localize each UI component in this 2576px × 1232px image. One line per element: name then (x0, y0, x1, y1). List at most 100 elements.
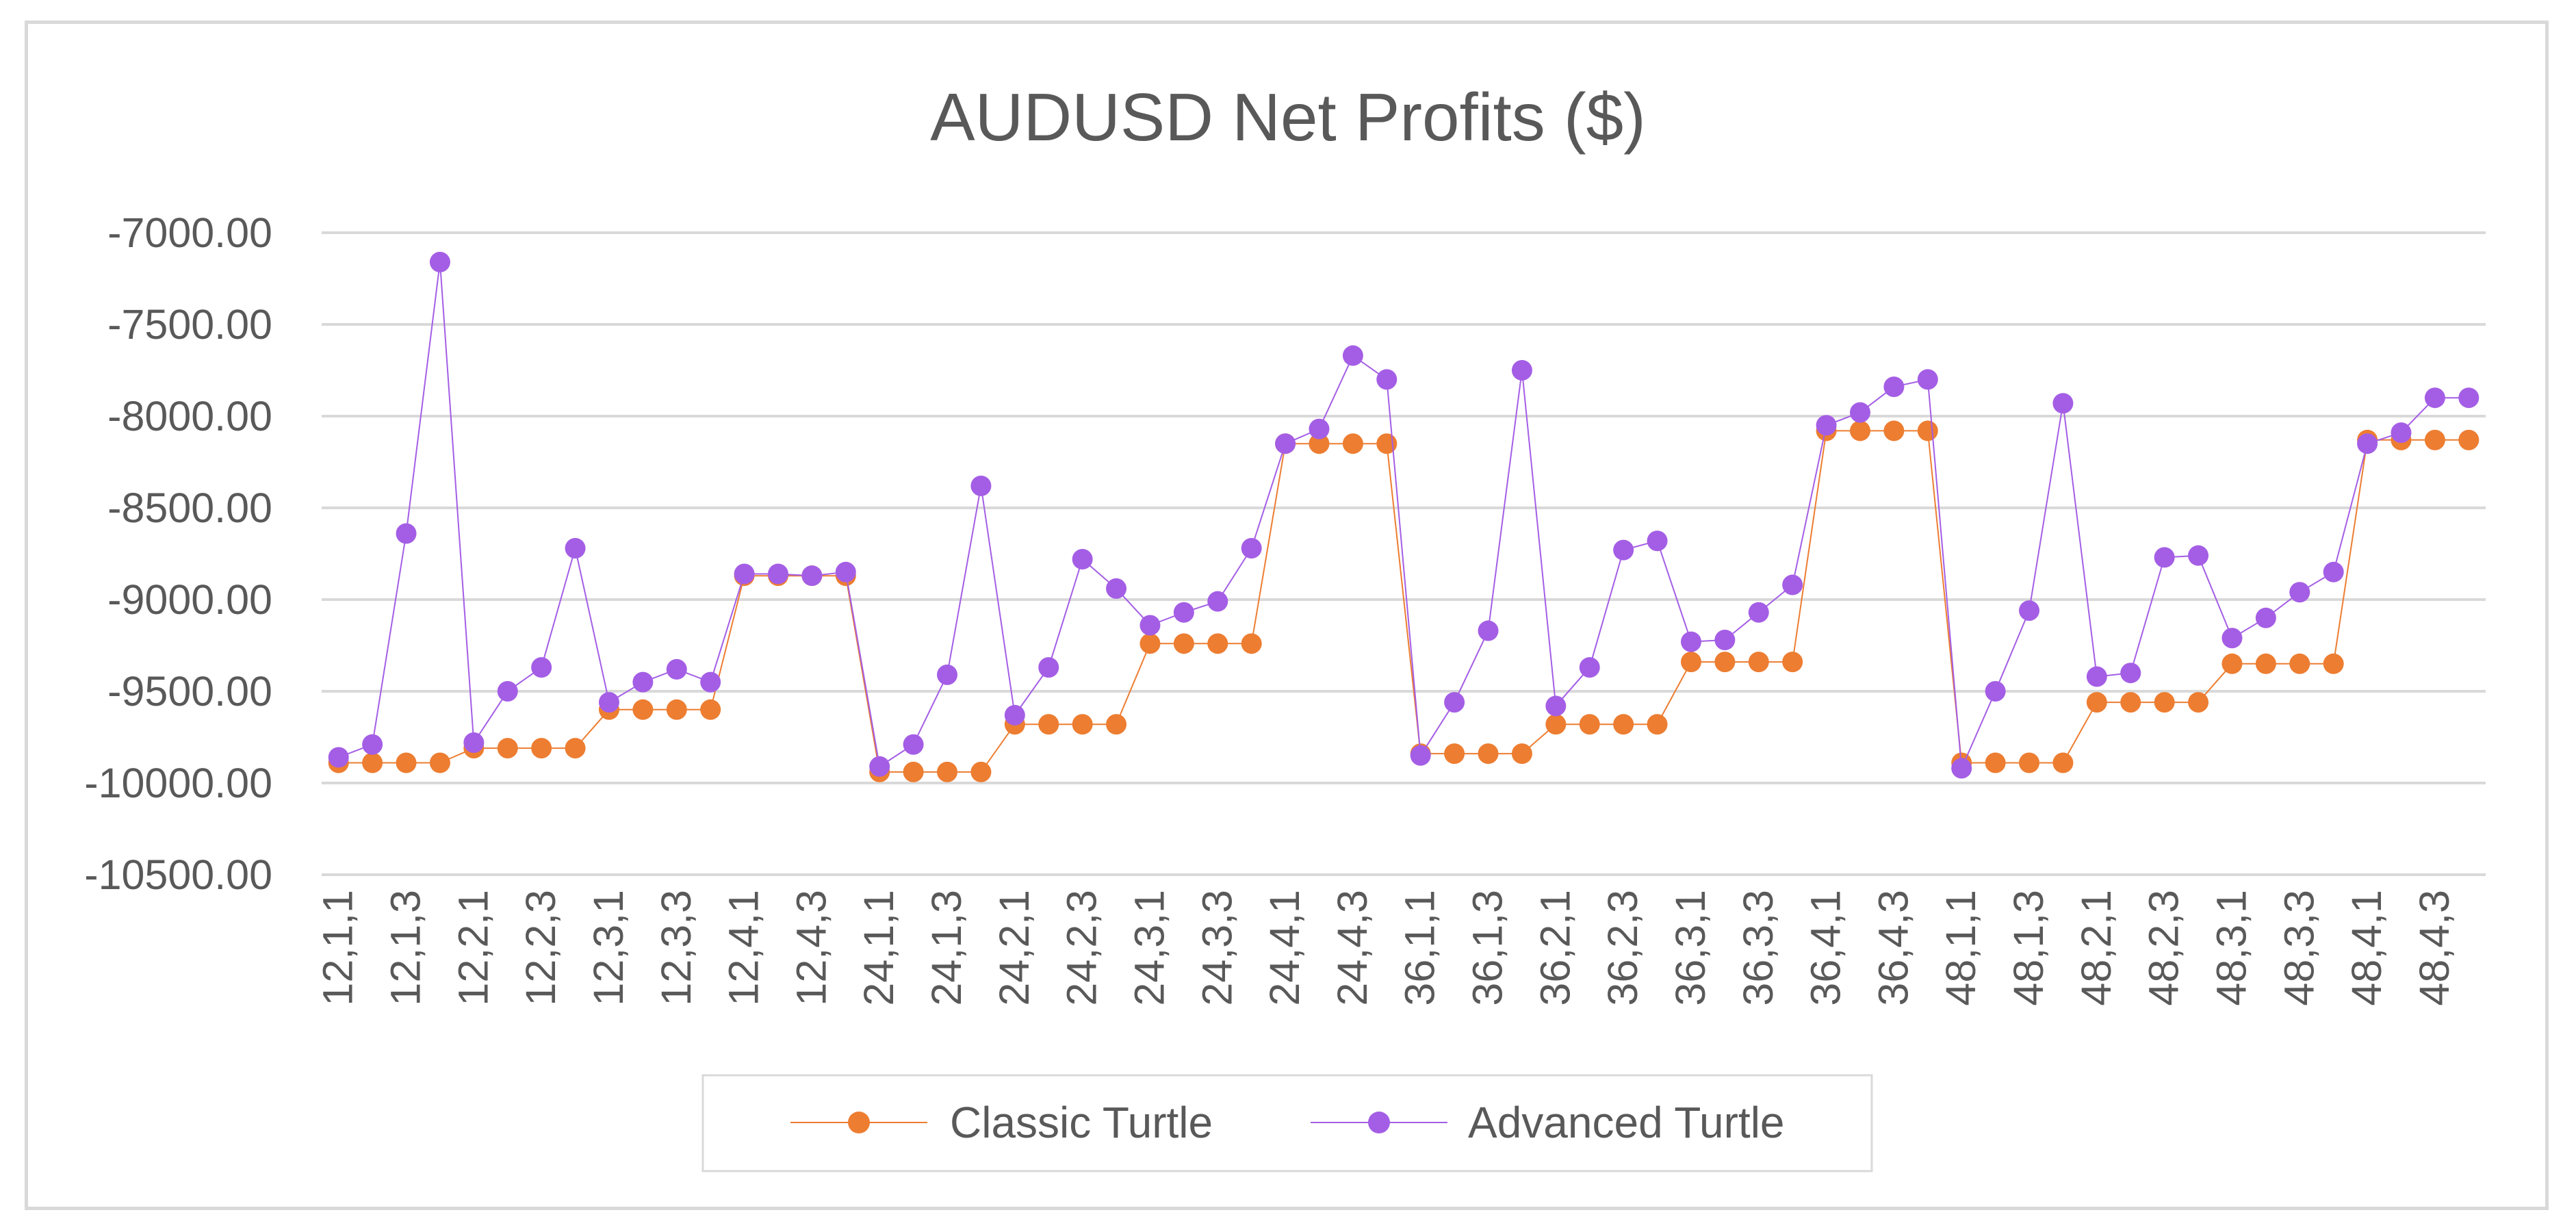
data-point (1173, 602, 1194, 623)
data-point (2391, 422, 2412, 444)
y-tick-label: -10000.00 (84, 760, 272, 806)
y-tick-label: -7500.00 (107, 301, 272, 348)
x-tick-label: 24,3,3 (1194, 890, 1240, 1006)
data-point (2086, 666, 2107, 687)
x-tick-label: 48,4,1 (2343, 890, 2390, 1006)
data-point (531, 657, 552, 678)
data-point (429, 752, 450, 773)
data-point (937, 664, 958, 685)
data-point (1376, 433, 1398, 454)
data-point (835, 561, 856, 582)
data-point (2019, 752, 2040, 773)
data-point (1816, 415, 1837, 436)
data-point (1680, 631, 1701, 652)
y-tick-label: -9000.00 (107, 576, 272, 623)
legend-marker-classic (848, 1112, 870, 1133)
data-point (328, 747, 349, 768)
data-point (1342, 345, 1363, 366)
data-point (1883, 376, 1905, 398)
x-tick-label: 12,2,1 (450, 890, 496, 1006)
data-point (1545, 695, 1567, 717)
x-tick-label: 24,4,3 (1329, 890, 1376, 1006)
data-point (1444, 743, 1465, 765)
data-point (1680, 652, 1701, 673)
x-tick-label: 36,4,1 (1803, 890, 1849, 1006)
x-tick-label: 36,2,3 (1599, 890, 1646, 1006)
data-point (1917, 420, 1938, 441)
data-point (1309, 433, 1330, 454)
data-point (1579, 714, 1600, 735)
data-point (2120, 692, 2141, 713)
data-point (1376, 369, 1398, 390)
chart-title: AUDUSD Net Profits ($) (930, 79, 1646, 155)
data-point (2289, 653, 2310, 674)
data-point (970, 761, 992, 782)
data-point (767, 563, 788, 585)
data-point (429, 251, 450, 272)
data-point (1072, 549, 1093, 570)
x-tick-label: 24,1,1 (855, 890, 902, 1006)
data-point (801, 565, 823, 587)
data-point (1613, 539, 1634, 561)
data-point (1748, 602, 1769, 623)
data-point (2221, 653, 2243, 674)
series-1 (328, 251, 2480, 779)
chart-frame (25, 21, 2549, 1210)
data-point (531, 738, 552, 759)
x-tick-label: 48,2,3 (2141, 890, 2187, 1006)
data-point (2188, 692, 2209, 713)
y-axis-ticks: -7000.00 -7500.00 -8000.00 -8500.00 -9000.00… (84, 209, 272, 898)
data-point (1139, 615, 1161, 636)
data-point (598, 692, 619, 713)
data-point (632, 699, 654, 720)
x-tick-label: 12,3,3 (653, 890, 699, 1006)
data-point (666, 699, 687, 720)
x-tick-label: 36,1,1 (1397, 890, 1443, 1006)
legend: Classic Turtle Advanced Turtle (701, 1074, 1873, 1172)
x-tick-label: 12,1,3 (383, 890, 429, 1006)
data-point (2255, 607, 2276, 628)
data-point (2188, 545, 2209, 566)
y-tick-label: -8000.00 (107, 393, 272, 439)
data-point (1613, 714, 1634, 735)
x-tick-label: 12,1,1 (315, 890, 361, 1006)
data-point (869, 756, 890, 777)
legend-label-classic: Classic Turtle (950, 1098, 1213, 1147)
data-point (565, 537, 586, 559)
data-point (1275, 433, 1296, 454)
data-point (497, 738, 518, 759)
x-tick-label: 36,1,3 (1465, 890, 1511, 1006)
data-point (1545, 714, 1567, 735)
x-tick-label: 12,2,3 (517, 890, 564, 1006)
x-tick-label: 12,4,3 (788, 890, 834, 1006)
data-point (1511, 743, 1532, 765)
data-point (903, 734, 924, 755)
data-point (2458, 387, 2480, 409)
data-point (666, 658, 687, 680)
data-point (2052, 393, 2074, 414)
data-point (2221, 628, 2243, 649)
data-point (1410, 745, 1431, 766)
data-point (396, 523, 417, 544)
data-point (1241, 537, 1262, 559)
data-point (2154, 692, 2175, 713)
data-point (1849, 420, 1870, 441)
data-point (1647, 714, 1668, 735)
legend-label-advanced: Advanced Turtle (1468, 1098, 1785, 1147)
series-0 (328, 420, 2480, 782)
data-point (632, 671, 654, 693)
data-point (2357, 433, 2378, 454)
data-point (1714, 652, 1736, 673)
data-point (1241, 633, 1262, 654)
data-point (1478, 743, 1499, 765)
data-point (903, 761, 924, 782)
data-point (1004, 704, 1025, 726)
data-point (1985, 681, 2006, 702)
data-point (1748, 652, 1769, 673)
data-point (2458, 429, 2480, 450)
x-tick-label: 36,3,1 (1667, 890, 1714, 1006)
y-tick-label: -10500.00 (84, 851, 272, 898)
data-point (1849, 402, 1870, 423)
y-tick-label: -9500.00 (107, 668, 272, 715)
data-point (1647, 530, 1668, 552)
